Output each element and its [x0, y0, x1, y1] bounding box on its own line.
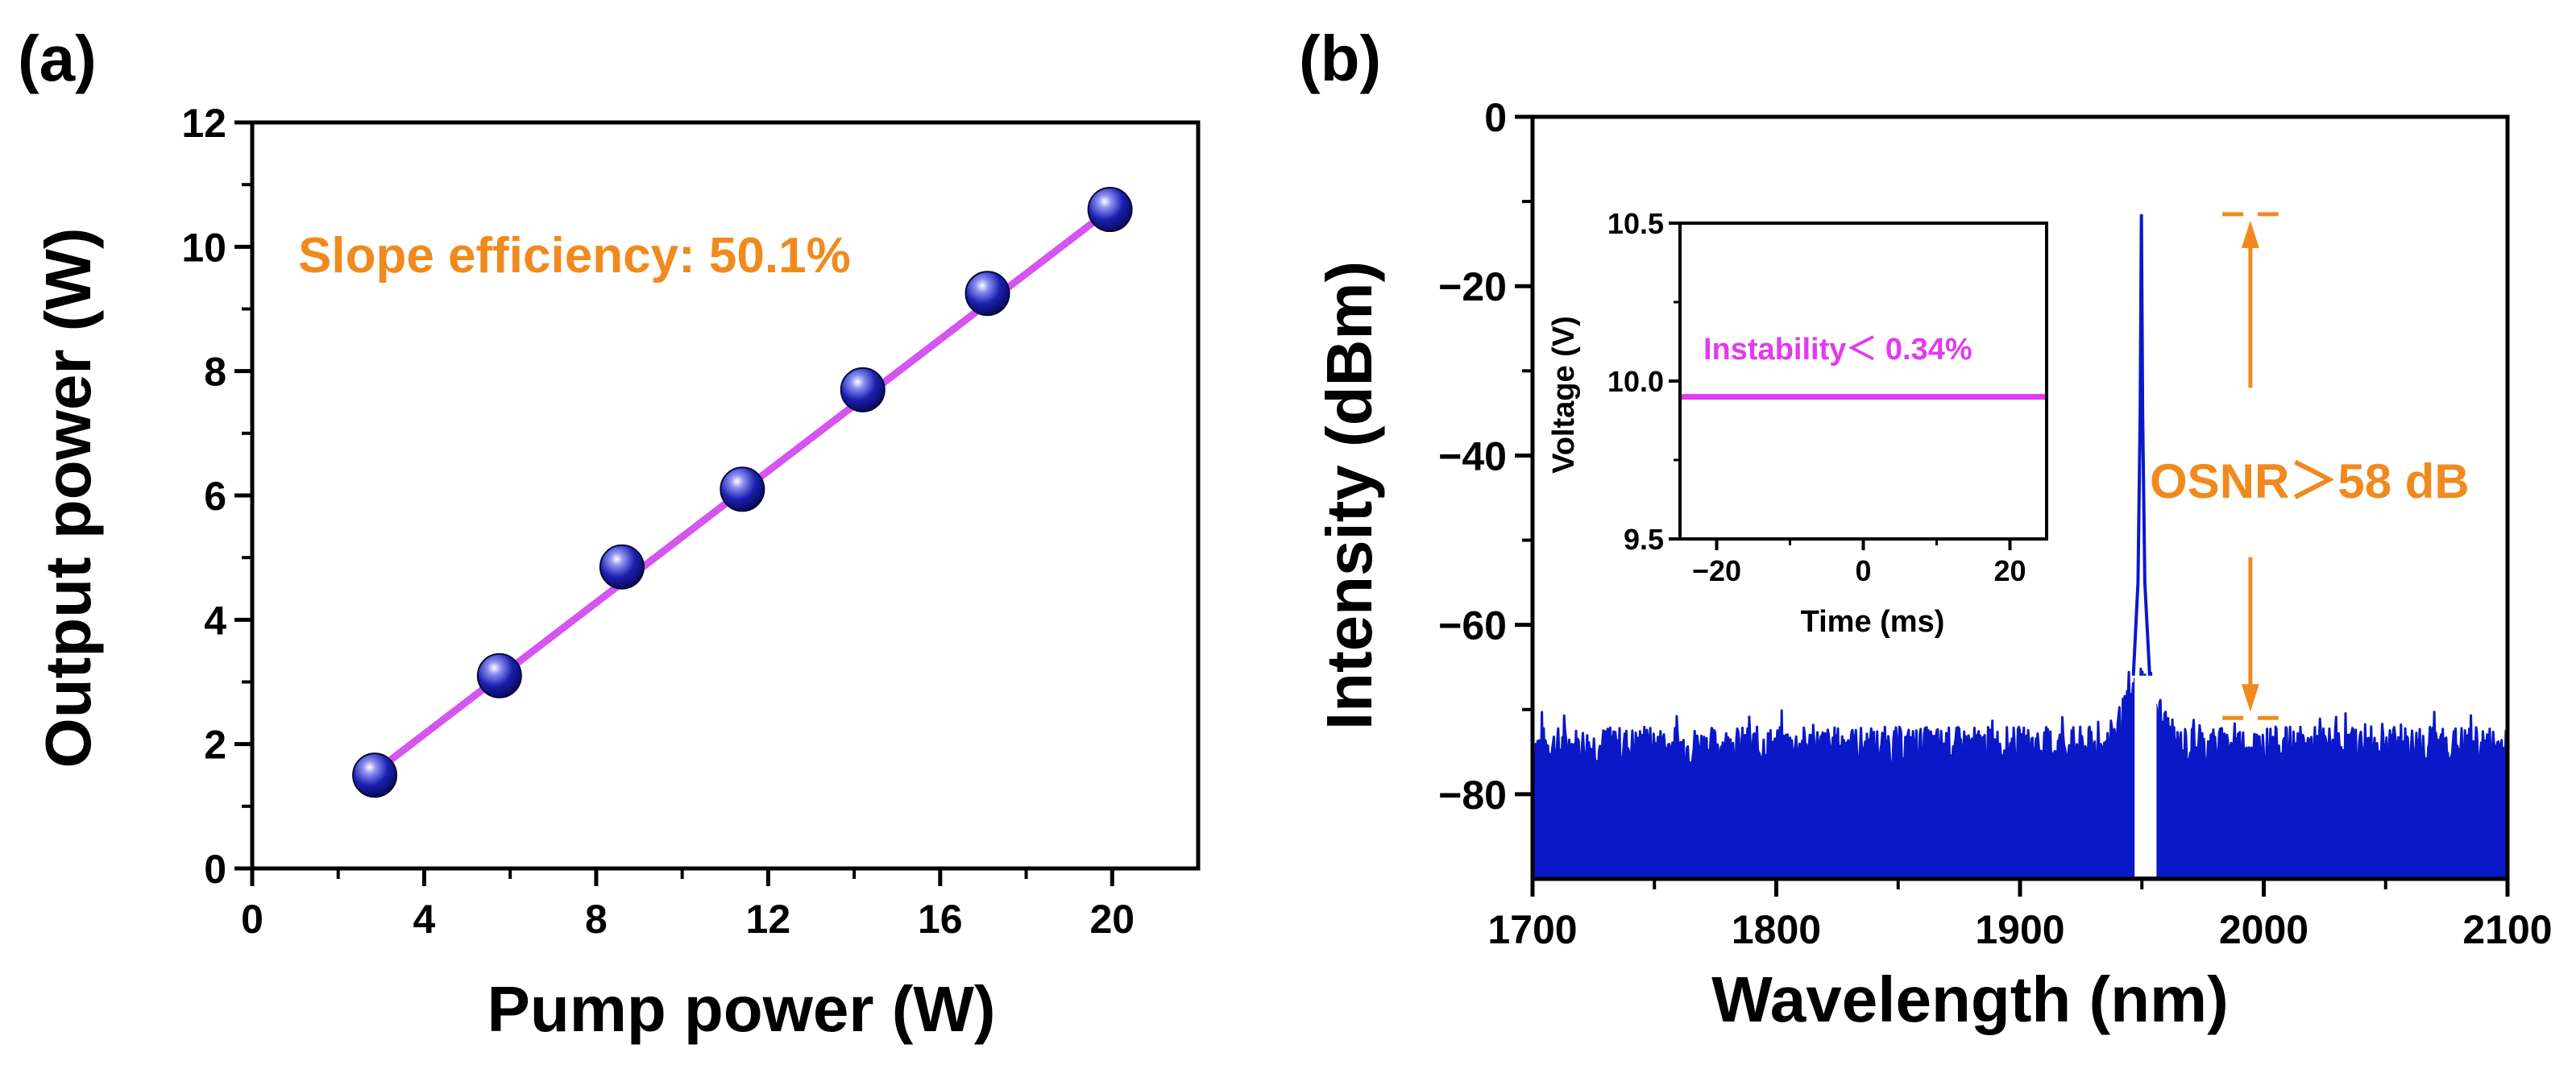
inset-x-tick-label: −20	[1692, 554, 1741, 587]
panel-a-label: (a)	[18, 23, 97, 94]
data-point	[599, 544, 645, 590]
x-tick-label: 4	[413, 897, 436, 942]
data-point	[720, 466, 765, 512]
x-tick-label: 0	[241, 897, 263, 942]
y-tick-label: 2	[204, 723, 226, 768]
inset-y-tick-label: 10.5	[1607, 207, 1664, 240]
spectrum-trace	[1531, 667, 2509, 881]
inset-frame	[1678, 222, 2048, 541]
y-tick-label: 8	[204, 350, 226, 395]
y-axis-ticks: 0 2 4 6 8 10 12	[181, 101, 252, 892]
inset-x-tick-label: 20	[1993, 554, 2026, 587]
y-axis-title: Output power (W)	[32, 228, 104, 769]
y-tick-label: −60	[1438, 603, 1507, 649]
spectrum-gap	[2134, 675, 2157, 876]
panel-b-label: (b)	[1299, 23, 1381, 94]
inset-x-tick-label: 0	[1855, 554, 1871, 587]
data-point	[476, 653, 522, 698]
instability-annotation: Instability＜ 0.34%	[1703, 333, 1972, 367]
x-tick-label: 1800	[1732, 907, 1821, 952]
inset-voltage-chart: −20 0 20 9.5 10.0 10.5 Instability＜ 0.34% Ti…	[1547, 207, 2048, 639]
x-tick-label: 20	[1089, 897, 1135, 942]
x-tick-label: 2000	[2219, 907, 2308, 952]
y-tick-label: 10	[181, 225, 226, 270]
y-tick-label: −20	[1438, 264, 1507, 309]
spectrum-peak	[2131, 213, 2151, 676]
y-tick-label: 6	[204, 474, 226, 519]
inset-y-axis-title: Voltage (V)	[1547, 316, 1581, 474]
inset-y-ticks: 9.5 10.0 10.5	[1607, 207, 1680, 556]
y-tick-label: 0	[1484, 95, 1507, 140]
data-point	[964, 271, 1010, 317]
x-axis-title: Wavelength (nm)	[1711, 963, 2228, 1035]
x-tick-label: 1900	[1975, 907, 2064, 952]
x-tick-label: 12	[746, 897, 791, 942]
y-axis-title: Intensity (dBm)	[1313, 261, 1385, 730]
osnr-down-arrowhead	[2241, 684, 2259, 712]
panel-a-scatter-chart: (a) 0 4 8 12 16 20 0 2 4 6 8 10 12 Slope efficiency…	[18, 23, 1201, 1045]
y-tick-label: 0	[204, 847, 226, 892]
osnr-up-arrowhead	[2241, 220, 2259, 248]
inset-x-axis-title: Time (ms)	[1801, 605, 1945, 639]
data-point	[352, 752, 398, 798]
data-point	[1087, 187, 1133, 233]
y-tick-label: −80	[1438, 773, 1507, 818]
y-axis-ticks: 0 −20 −40 −60 −80	[1438, 95, 1533, 818]
x-axis-ticks: 1700 1800 1900 2000 2100	[1487, 879, 2553, 952]
inset-y-tick-label: 10.0	[1607, 365, 1664, 398]
inset-x-ticks: −20 0 20	[1692, 539, 2026, 587]
x-tick-label: 2100	[2462, 907, 2552, 952]
data-points-group	[352, 187, 1133, 798]
x-tick-label: 16	[918, 897, 963, 942]
osnr-annotation: OSNR＞58 dB	[2150, 454, 2470, 508]
y-tick-label: 4	[204, 598, 226, 643]
osnr-markers	[2222, 212, 2279, 720]
slope-efficiency-annotation: Slope efficiency: 50.1%	[298, 228, 851, 284]
x-axis-title: Pump power (W)	[487, 973, 995, 1045]
panel-b-spectrum-chart: (b) 1700 1800 1900 2000 2100 0 −20 −40 −60 −80 O…	[1299, 23, 2553, 1035]
y-tick-label: −40	[1438, 433, 1507, 479]
x-tick-label: 1700	[1487, 907, 1577, 952]
inset-y-tick-label: 9.5	[1624, 523, 1664, 556]
data-point	[840, 367, 886, 412]
y-tick-label: 12	[181, 101, 226, 146]
x-axis-ticks: 0 4 8 12 16 20	[241, 868, 1135, 942]
x-tick-label: 8	[585, 897, 608, 942]
